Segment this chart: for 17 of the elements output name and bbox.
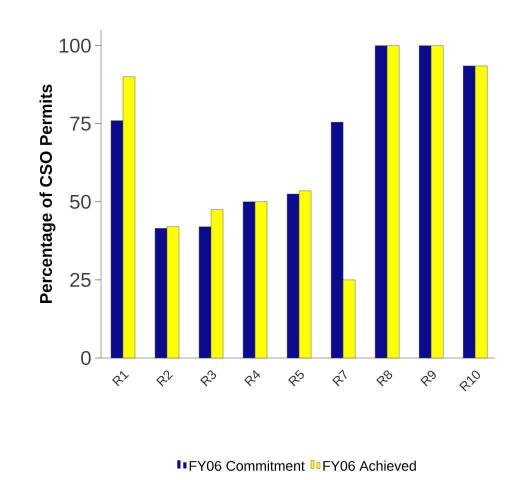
y-tick-label: 25 (70, 272, 91, 287)
y-tick-label: 50 (70, 194, 91, 209)
x-tick-label: R9 (420, 370, 436, 386)
x-tick-label: R10 (459, 370, 480, 392)
y-tick-label: 75 (70, 116, 91, 131)
y-tick-label: 0 (81, 350, 91, 366)
x-tick-label: R1 (112, 370, 129, 386)
x-tick-label: R3 (200, 370, 216, 386)
legend-label: FY06 Achieved (323, 460, 416, 471)
x-tick-label: R2 (156, 370, 173, 386)
x-tick-label: R4 (244, 370, 260, 386)
x-tick-label: R8 (376, 370, 392, 386)
y-axis-title: Percentage of CSO Permits (40, 84, 56, 303)
y-tick-label: 100 (60, 38, 91, 53)
x-tick-label: R7 (332, 369, 347, 386)
x-tick-label: R5 (288, 370, 304, 386)
legend-label: FY06 Commitment (190, 460, 305, 471)
